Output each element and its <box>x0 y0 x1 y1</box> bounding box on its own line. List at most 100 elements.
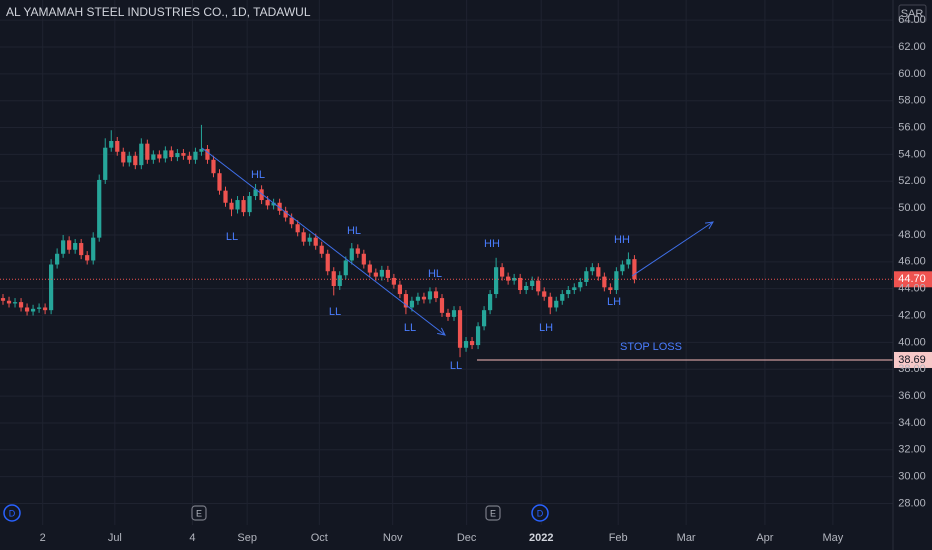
candle-body <box>193 151 198 160</box>
candle-body <box>313 237 318 246</box>
candle-body <box>337 275 342 286</box>
y-tick-label: 52.00 <box>898 175 926 187</box>
candle-body <box>415 296 421 301</box>
x-tick-label: Nov <box>383 532 403 544</box>
candle-body <box>367 264 372 273</box>
annotation: HH <box>484 238 500 250</box>
candle-body <box>181 153 186 156</box>
candle-body <box>349 248 354 261</box>
candle-body <box>590 267 595 272</box>
arrow-head <box>437 327 446 336</box>
currency: SAR <box>901 8 924 20</box>
candle-body <box>439 298 445 313</box>
candle-body <box>403 294 409 308</box>
chart-title: AL YAMAMAH STEEL INDUSTRIES CO., 1D, TAD… <box>6 5 311 19</box>
candle-body <box>289 217 294 225</box>
candle-body <box>187 155 192 160</box>
event-label: D <box>537 508 544 518</box>
candle-body <box>307 237 312 242</box>
candle-body <box>265 200 270 206</box>
annotation: LL <box>450 360 462 372</box>
candle-body <box>361 253 366 265</box>
annotation: LL <box>226 231 238 243</box>
y-tick-label: 60.00 <box>898 68 926 80</box>
candle-body <box>512 277 517 281</box>
candle-body <box>271 202 276 206</box>
candle-body <box>24 307 30 312</box>
y-tick-label: 40.00 <box>898 336 926 348</box>
y-tick-label: 64.00 <box>898 14 926 26</box>
candle-body <box>518 277 523 291</box>
y-tick-label: 38.00 <box>898 363 926 375</box>
candle-body <box>500 267 505 277</box>
annotation: HL <box>428 268 442 280</box>
candle-body <box>295 224 300 233</box>
candle-body <box>49 264 54 311</box>
x-tick-label: Feb <box>609 532 628 544</box>
x-tick-label: May <box>822 532 843 544</box>
candle-body <box>542 291 547 297</box>
y-tick-label: 44.00 <box>898 283 926 295</box>
candle-body <box>277 202 282 211</box>
candle-body <box>301 232 306 242</box>
plot <box>0 124 637 358</box>
candle-body <box>566 290 571 295</box>
candle-body <box>445 312 451 317</box>
candle-body <box>506 276 511 281</box>
candle-body <box>427 291 433 300</box>
candle-body <box>30 308 36 312</box>
candle-body <box>385 269 390 278</box>
candle-body <box>494 267 499 295</box>
candle-body <box>241 200 246 213</box>
y-tick-label: 34.00 <box>898 417 926 429</box>
candle-body <box>199 149 204 152</box>
candle-body <box>67 240 72 250</box>
annotation: HL <box>251 169 265 181</box>
y-tick-label: 42.00 <box>898 309 926 321</box>
x-tick-label: 2 <box>40 532 46 544</box>
candle-body <box>536 280 541 292</box>
y-tick-label: 50.00 <box>898 202 926 214</box>
x-tick-label: Jul <box>108 532 122 544</box>
candle-body <box>121 151 126 163</box>
candle-body <box>253 189 258 197</box>
x-tick-label: Mar <box>677 532 696 544</box>
last-price-label: 44.70 <box>898 273 926 285</box>
y-tick-label: 46.00 <box>898 256 926 268</box>
stop-loss-label: 38.69 <box>898 354 926 366</box>
candle-body <box>602 276 607 288</box>
stop-loss-tag <box>894 351 932 368</box>
candle-body <box>229 202 234 210</box>
candle-body <box>133 155 138 166</box>
candle-body <box>157 154 162 159</box>
candle-body <box>469 341 475 346</box>
y-tick-label: 48.00 <box>898 229 926 241</box>
candle-body <box>235 200 240 210</box>
candle-body <box>12 302 18 304</box>
candle-body <box>211 159 216 174</box>
candle-body <box>331 271 336 286</box>
candle-body <box>6 300 12 304</box>
candle-body <box>379 269 384 277</box>
candle-body <box>18 302 24 308</box>
candle-body <box>247 196 252 213</box>
annotation: HH <box>614 234 630 246</box>
x-tick-label: Apr <box>756 532 773 544</box>
event-marker <box>485 505 501 521</box>
x-tick-label: Oct <box>311 532 328 544</box>
candle-body <box>391 277 396 285</box>
event-label: D <box>9 508 16 518</box>
candle-body <box>127 155 132 163</box>
candle-body <box>259 189 264 201</box>
candle-body <box>487 294 493 311</box>
last-price-tag <box>894 271 932 288</box>
candle-body <box>614 271 619 291</box>
candle-body <box>620 264 625 272</box>
candle-body <box>451 310 457 317</box>
candle-body <box>319 245 324 254</box>
candle-body <box>548 296 553 308</box>
candle-body <box>355 248 360 254</box>
candle-body <box>457 310 463 348</box>
